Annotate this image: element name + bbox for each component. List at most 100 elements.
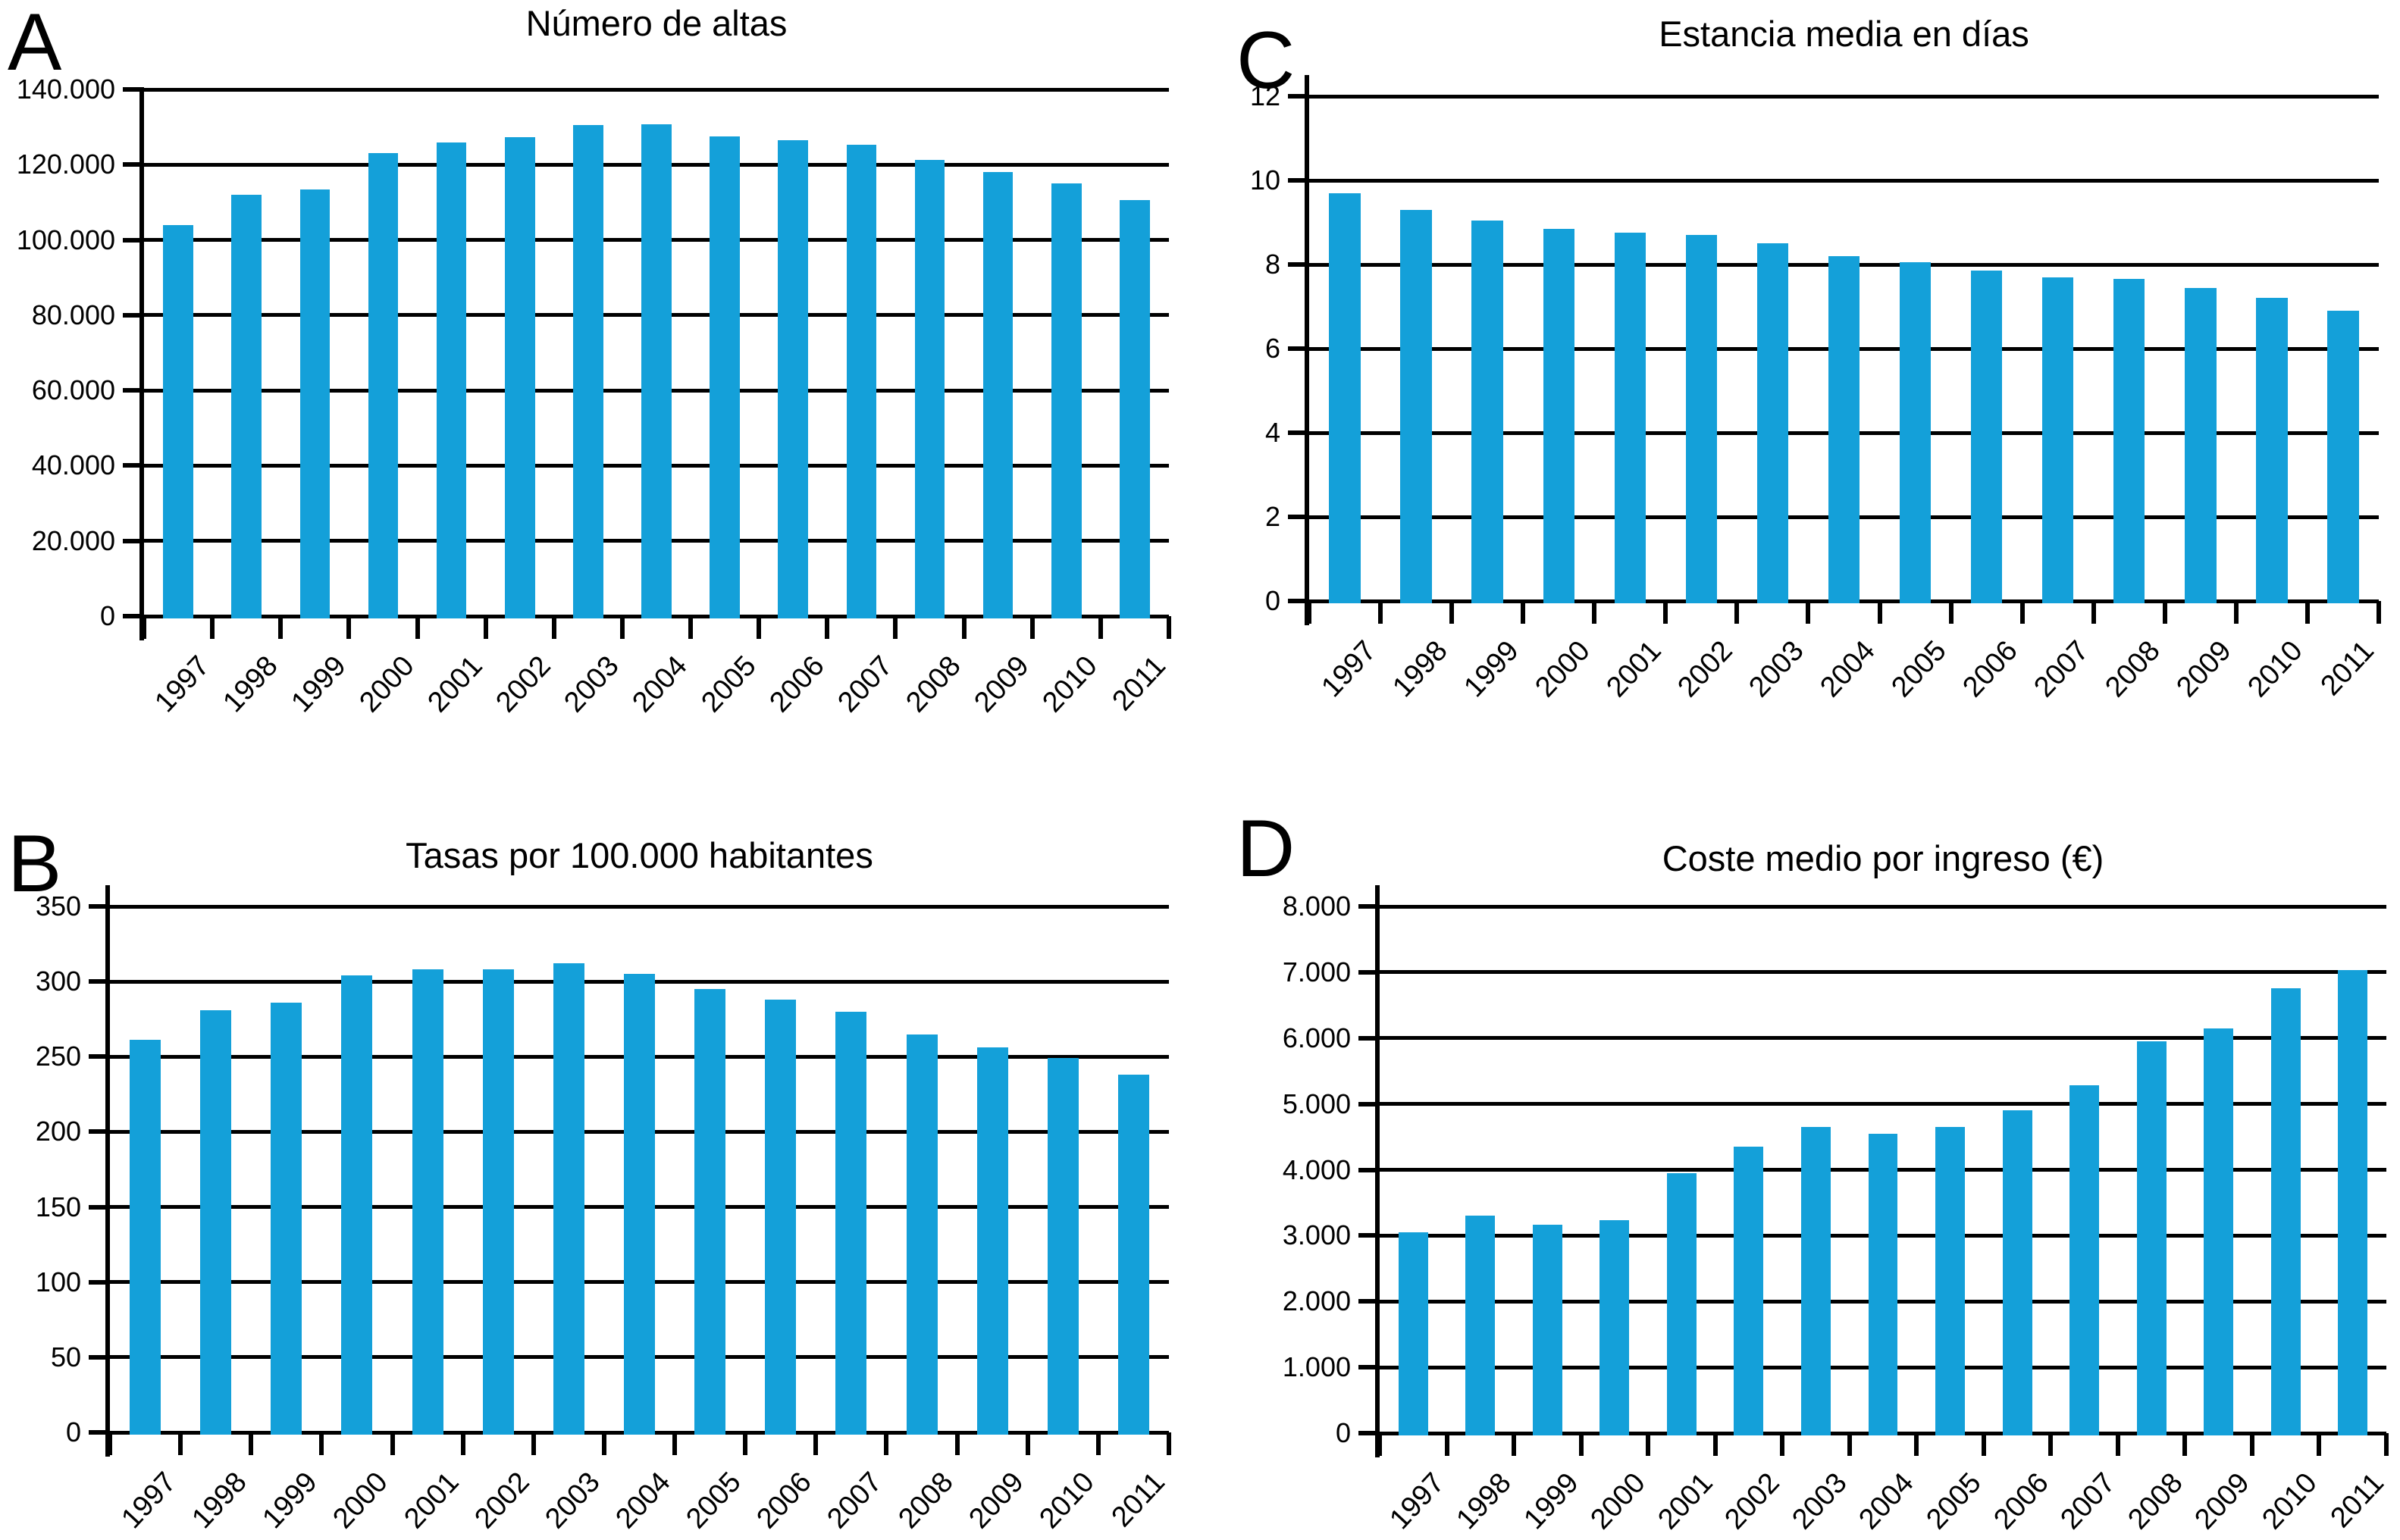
y-axis-tick-label: 60.000	[31, 374, 115, 406]
x-axis-tick	[142, 616, 146, 639]
x-axis-year-label: 2000	[327, 1466, 395, 1535]
x-axis-year-label: 2011	[1105, 1466, 1171, 1534]
x-axis-tick	[893, 616, 898, 639]
y-axis-tick-label: 8	[1264, 249, 1280, 280]
bar-chart-tasas: 350 300 250 200 150 100 50 0 1997 1998 1999 2000 200…	[0, 770, 1200, 1540]
y-axis-tick	[1358, 1101, 1380, 1106]
bar-1997	[1398, 1232, 1428, 1435]
x-axis-year-label: 2009	[963, 1466, 1030, 1535]
x-axis-tick	[2048, 1433, 2054, 1456]
x-axis-year-label: 1999	[285, 649, 352, 719]
y-axis-tick-label: 140.000	[16, 74, 115, 105]
y-axis-tick	[1288, 262, 1309, 267]
x-axis-tick	[2304, 601, 2310, 624]
x-axis-tick	[1914, 1433, 1919, 1456]
bar-2008	[914, 160, 945, 618]
bar-2003	[1800, 1127, 1831, 1435]
bar-2004	[1868, 1133, 1898, 1435]
x-axis-year-label: 2011	[2324, 1466, 2390, 1535]
bar-2000	[1543, 228, 1574, 603]
x-axis-year-label: 2004	[1814, 634, 1881, 704]
x-axis-tick	[1646, 1433, 1651, 1456]
y-axis-tick	[1358, 1035, 1380, 1041]
x-axis-tick	[743, 1432, 748, 1455]
x-axis-tick	[249, 1432, 254, 1455]
x-axis-year-label: 2008	[2122, 1466, 2189, 1536]
bar-2008	[906, 1034, 938, 1435]
bar-2002	[1685, 235, 1718, 603]
x-axis-year-label: 2007	[821, 1466, 889, 1535]
bar-2010	[2270, 988, 2301, 1435]
x-axis-year-label: 2007	[2028, 634, 2095, 704]
x-axis-year-label: 2010	[2242, 634, 2310, 704]
bar-2005	[1899, 262, 1932, 603]
x-axis-tick	[1734, 601, 1740, 624]
x-axis-tick	[2377, 601, 2381, 624]
chart-title-c: Estancia media en días	[1659, 14, 2029, 54]
x-axis-tick	[1449, 601, 1455, 624]
y-axis-tick	[1358, 1299, 1380, 1304]
y-axis-tick-label: 80.000	[31, 299, 115, 330]
bar-2000	[1599, 1220, 1630, 1435]
y-axis-tick-label: 6.000	[1282, 1022, 1351, 1053]
y-axis-tick	[89, 904, 110, 909]
y-axis-tick-label: 40.000	[31, 449, 115, 481]
x-axis-tick	[1877, 601, 1882, 624]
x-axis-tick	[1029, 616, 1035, 639]
x-axis-year-label: 2006	[1987, 1466, 2055, 1536]
y-axis-tick	[123, 463, 144, 468]
x-axis-year-label: 1997	[1314, 634, 1383, 704]
x-axis-year-label: 2006	[763, 649, 831, 719]
y-axis-tick-label: 350	[35, 891, 81, 922]
gridline	[144, 87, 1169, 92]
x-axis-tick	[1512, 1433, 1517, 1456]
y-axis-tick	[89, 1129, 110, 1135]
bar-2003	[553, 963, 584, 1435]
bar-2000	[341, 975, 373, 1435]
bar-2007	[835, 1011, 867, 1435]
x-axis-tick	[2115, 1433, 2120, 1456]
x-axis-tick	[1712, 1433, 1718, 1456]
gridline	[1380, 1102, 2386, 1106]
y-axis-tick-label: 0	[65, 1416, 81, 1448]
y-axis-tick-label: 4	[1264, 417, 1280, 448]
x-axis-tick	[1948, 601, 1954, 624]
x-axis-year-label: 1998	[1450, 1466, 1518, 1536]
bar-1998	[1465, 1216, 1496, 1435]
bar-2007	[2042, 277, 2074, 603]
gridline	[1380, 1036, 2386, 1041]
bar-2010	[2256, 298, 2288, 603]
x-axis-year-label: 2003	[539, 1466, 606, 1535]
bar-chart-numero-de-altas: 140.000 120.000 100.000 80.000 60.000 40.000 2…	[0, 0, 1200, 770]
y-axis-tick	[89, 1279, 110, 1285]
x-axis-tick	[1592, 601, 1597, 624]
y-axis-tick	[123, 87, 144, 92]
x-axis-tick	[1578, 1433, 1584, 1456]
bar-2007	[846, 145, 877, 618]
y-axis-tick-label: 20.000	[31, 524, 115, 556]
y-axis-tick-label: 2.000	[1282, 1285, 1351, 1317]
x-axis-year-label: 2004	[626, 649, 694, 719]
x-axis-year-label: 1999	[1518, 1466, 1585, 1536]
x-axis-year-label: 2002	[468, 1466, 536, 1535]
bar-2011	[1117, 1075, 1149, 1435]
x-axis-year-label: 2005	[1885, 634, 1953, 704]
x-axis-tick	[346, 616, 352, 639]
gridline	[1309, 94, 2379, 99]
y-axis-tick	[1288, 430, 1309, 435]
x-axis-year-label: 2002	[490, 649, 557, 719]
bar-2001	[1614, 233, 1646, 603]
panel-letter-a: A	[8, 0, 62, 87]
x-axis-tick	[1780, 1433, 1785, 1456]
x-axis-tick	[688, 616, 694, 639]
x-axis-tick	[2317, 1433, 2322, 1456]
bar-2003	[1756, 243, 1789, 603]
bar-1999	[271, 1002, 302, 1435]
bar-1999	[1532, 1224, 1562, 1435]
x-axis-tick	[1378, 601, 1383, 624]
y-axis-tick-label: 12	[1249, 80, 1280, 111]
bar-2004	[641, 124, 672, 618]
x-axis-year-label: 2005	[680, 1466, 747, 1535]
y-axis-tick-label: 300	[35, 966, 81, 997]
